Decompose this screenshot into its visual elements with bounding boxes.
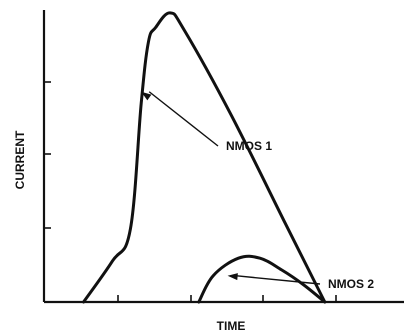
annotation-arrowhead-1 — [141, 91, 152, 101]
annotation-arrowhead-2 — [227, 273, 238, 281]
series-line-1 — [82, 11, 327, 304]
annotation-arrow-line-2 — [235, 275, 321, 285]
series-lines — [82, 11, 327, 304]
annotation-arrow-line-1 — [148, 91, 219, 147]
y-axis-label: CURRENT — [13, 130, 27, 189]
axes — [42, 10, 404, 304]
x-axis-label: TIME — [217, 319, 246, 333]
series-line-2 — [197, 254, 327, 304]
annotations: NMOS 1 NMOS 2 — [141, 91, 374, 291]
annotation-label-1: NMOS 1 — [226, 139, 272, 153]
annotation-label-2: NMOS 2 — [328, 277, 374, 291]
